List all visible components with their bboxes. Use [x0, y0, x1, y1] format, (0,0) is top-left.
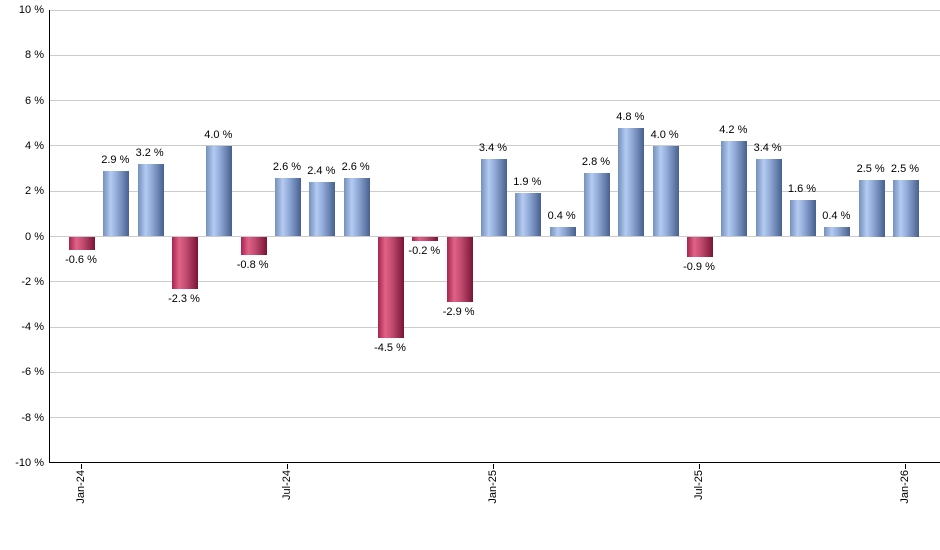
bar-positive[interactable]	[824, 227, 851, 237]
y-axis-label: -2 %	[21, 275, 44, 288]
bar-positive[interactable]	[309, 182, 336, 237]
bar-positive[interactable]	[721, 141, 748, 237]
bar-positive[interactable]	[549, 227, 576, 237]
bar-value-label: 2.6 %	[341, 160, 370, 173]
gridline	[50, 54, 940, 56]
gridline	[50, 281, 940, 283]
x-axis-tick-label: Jul-24	[280, 470, 293, 500]
bar-positive[interactable]	[652, 145, 679, 237]
y-axis-label: 6 %	[25, 94, 44, 107]
bar-value-label: -0.8 %	[236, 258, 269, 271]
bar-value-label: 4.0 %	[204, 128, 233, 141]
bar-negative[interactable]	[69, 236, 95, 251]
y-axis-label: 2 %	[25, 185, 44, 198]
bar-negative[interactable]	[412, 236, 439, 242]
y-axis-label: -10 %	[15, 457, 44, 469]
y-axis-label: 10 %	[18, 4, 44, 16]
bar-positive[interactable]	[206, 145, 233, 237]
x-axis-tick-label: Jan-26	[898, 470, 911, 504]
bar-positive[interactable]	[789, 200, 816, 237]
x-axis-tick-mark	[904, 464, 906, 469]
gridline	[50, 417, 940, 419]
x-axis-tick-mark	[286, 464, 288, 469]
bar-value-label: 2.8 %	[581, 156, 611, 169]
x-axis-tick-mark	[492, 464, 494, 469]
bar-positive[interactable]	[137, 164, 164, 237]
gridline	[50, 236, 940, 237]
bar-negative[interactable]	[377, 236, 404, 339]
bar-positive[interactable]	[480, 159, 507, 237]
bar-positive[interactable]	[583, 173, 610, 237]
bar-value-label: -0.6 %	[65, 254, 97, 267]
gridline	[50, 145, 940, 147]
bar-value-label: -2.9 %	[442, 306, 475, 319]
gridline	[50, 371, 940, 373]
y-axis-label: 0 %	[25, 230, 44, 243]
bar-negative[interactable]	[171, 236, 198, 289]
bar-positive[interactable]	[343, 177, 370, 237]
bar-positive[interactable]	[618, 127, 645, 237]
bar-negative[interactable]	[240, 236, 267, 255]
bar-positive[interactable]	[892, 179, 919, 237]
bar-positive[interactable]	[103, 170, 130, 237]
bar-value-label: 3.4 %	[753, 142, 782, 155]
bar-value-label: 4.2 %	[719, 124, 748, 137]
y-axis-label: -8 %	[21, 411, 44, 424]
bar-positive[interactable]	[274, 177, 301, 237]
bar-value-label: 1.9 %	[513, 176, 542, 189]
bar-value-label: 2.5 %	[890, 162, 920, 175]
x-axis-tick-label: Jul-25	[692, 470, 705, 500]
bar-value-label: 1.6 %	[787, 183, 817, 196]
x-axis-tick-label: Jan-24	[75, 470, 87, 504]
bar-negative[interactable]	[686, 236, 713, 257]
y-axis-label: 4 %	[25, 139, 44, 152]
bar-value-label: 0.4 %	[822, 210, 851, 223]
y-axis-label: -6 %	[21, 366, 44, 379]
bar-value-label: -4.5 %	[374, 342, 406, 355]
bar-value-label: 2.4 %	[307, 165, 336, 178]
plot-area	[49, 10, 940, 463]
bar-positive[interactable]	[755, 159, 782, 237]
bar-negative[interactable]	[446, 236, 473, 303]
gridline	[50, 326, 940, 328]
bar-value-label: -0.9 %	[683, 260, 715, 273]
bar-value-label: 2.6 %	[272, 160, 302, 173]
gridline	[50, 10, 940, 11]
x-axis-tick-mark	[698, 464, 700, 469]
bar-value-label: -2.3 %	[168, 292, 200, 305]
bar-value-label: 4.0 %	[650, 128, 679, 141]
bar-value-label: 0.4 %	[547, 210, 576, 223]
x-axis-tick-label: Jan-25	[486, 470, 499, 504]
gridline	[50, 100, 940, 102]
bar-positive[interactable]	[515, 193, 542, 237]
y-axis-label: 8 %	[25, 49, 44, 62]
bar-value-label: 3.2 %	[135, 147, 164, 160]
bar-value-label: 3.4 %	[478, 142, 508, 155]
bar-positive[interactable]	[858, 179, 885, 237]
bar-value-label: 2.5 %	[856, 162, 885, 175]
y-axis-label: -4 %	[21, 321, 44, 334]
bar-value-label: 2.9 %	[101, 153, 130, 166]
x-axis-tick-mark	[81, 464, 82, 469]
bar-value-label: -0.2 %	[408, 245, 441, 258]
bar-value-label: 4.8 %	[616, 110, 645, 123]
